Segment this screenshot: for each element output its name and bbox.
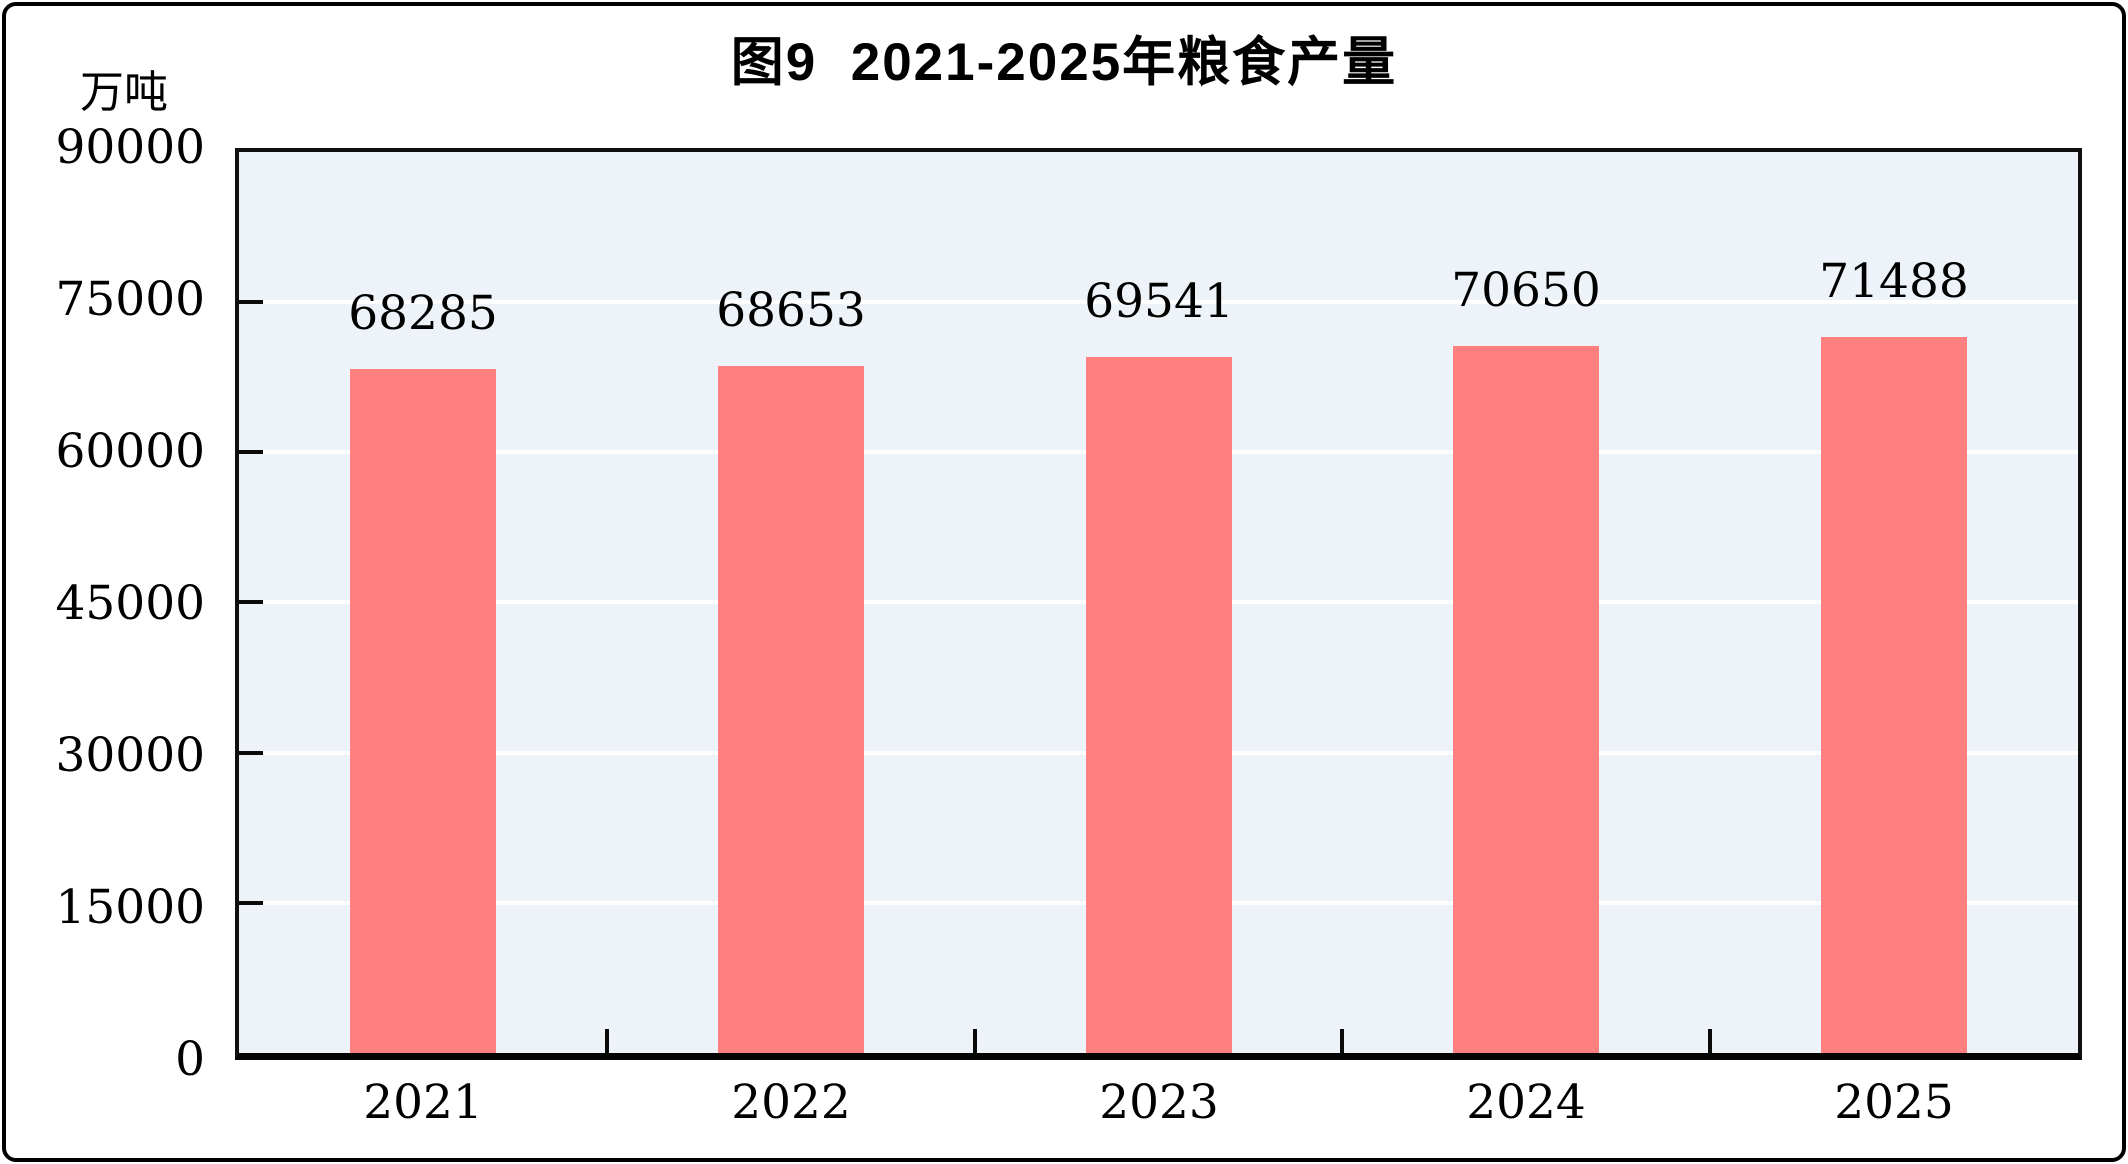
bar-value-label: 71488 — [1819, 254, 1969, 309]
x-tick-mark — [1708, 1029, 1712, 1053]
y-axis-tick-label: 30000 — [55, 728, 205, 783]
x-tick-mark — [1340, 1029, 1344, 1053]
y-tick-mark — [239, 901, 263, 905]
y-axis-unit-label: 万吨 — [80, 67, 168, 118]
bar-value-label: 70650 — [1451, 263, 1601, 318]
y-tick-mark — [239, 450, 263, 454]
gridline — [239, 300, 2078, 304]
bar-2025 — [1821, 337, 1967, 1053]
bar-2024 — [1453, 346, 1599, 1053]
y-tick-mark — [239, 751, 263, 755]
x-tick-mark — [605, 1029, 609, 1053]
bar-value-label: 69541 — [1084, 274, 1234, 329]
y-axis-tick-label: 0 — [175, 1032, 205, 1087]
x-axis-category-label: 2025 — [1834, 1075, 1954, 1130]
x-axis-category-label: 2023 — [1099, 1075, 1219, 1130]
bar-value-label: 68285 — [348, 286, 498, 341]
y-axis-tick-label: 45000 — [55, 576, 205, 631]
y-tick-mark — [239, 600, 263, 604]
x-axis-category-label: 2022 — [731, 1075, 851, 1130]
y-axis-tick-label: 60000 — [55, 424, 205, 479]
bar-2022 — [718, 366, 864, 1053]
bar-value-label: 68653 — [716, 283, 866, 338]
y-tick-mark — [239, 300, 263, 304]
x-axis-category-label: 2024 — [1466, 1075, 1586, 1130]
y-axis-tick-label: 15000 — [55, 880, 205, 935]
bar-2023 — [1086, 357, 1232, 1053]
y-axis-tick-label: 75000 — [55, 272, 205, 327]
plot-area: 68285 68653 69541 70650 71488 — [235, 148, 2082, 1060]
x-axis-category-label: 2021 — [363, 1075, 483, 1130]
chart-title: 图9 2021-2025年粮食产量 — [730, 33, 1398, 92]
x-tick-mark — [973, 1029, 977, 1053]
bar-2021 — [350, 369, 496, 1053]
y-axis-tick-label: 90000 — [55, 120, 205, 175]
